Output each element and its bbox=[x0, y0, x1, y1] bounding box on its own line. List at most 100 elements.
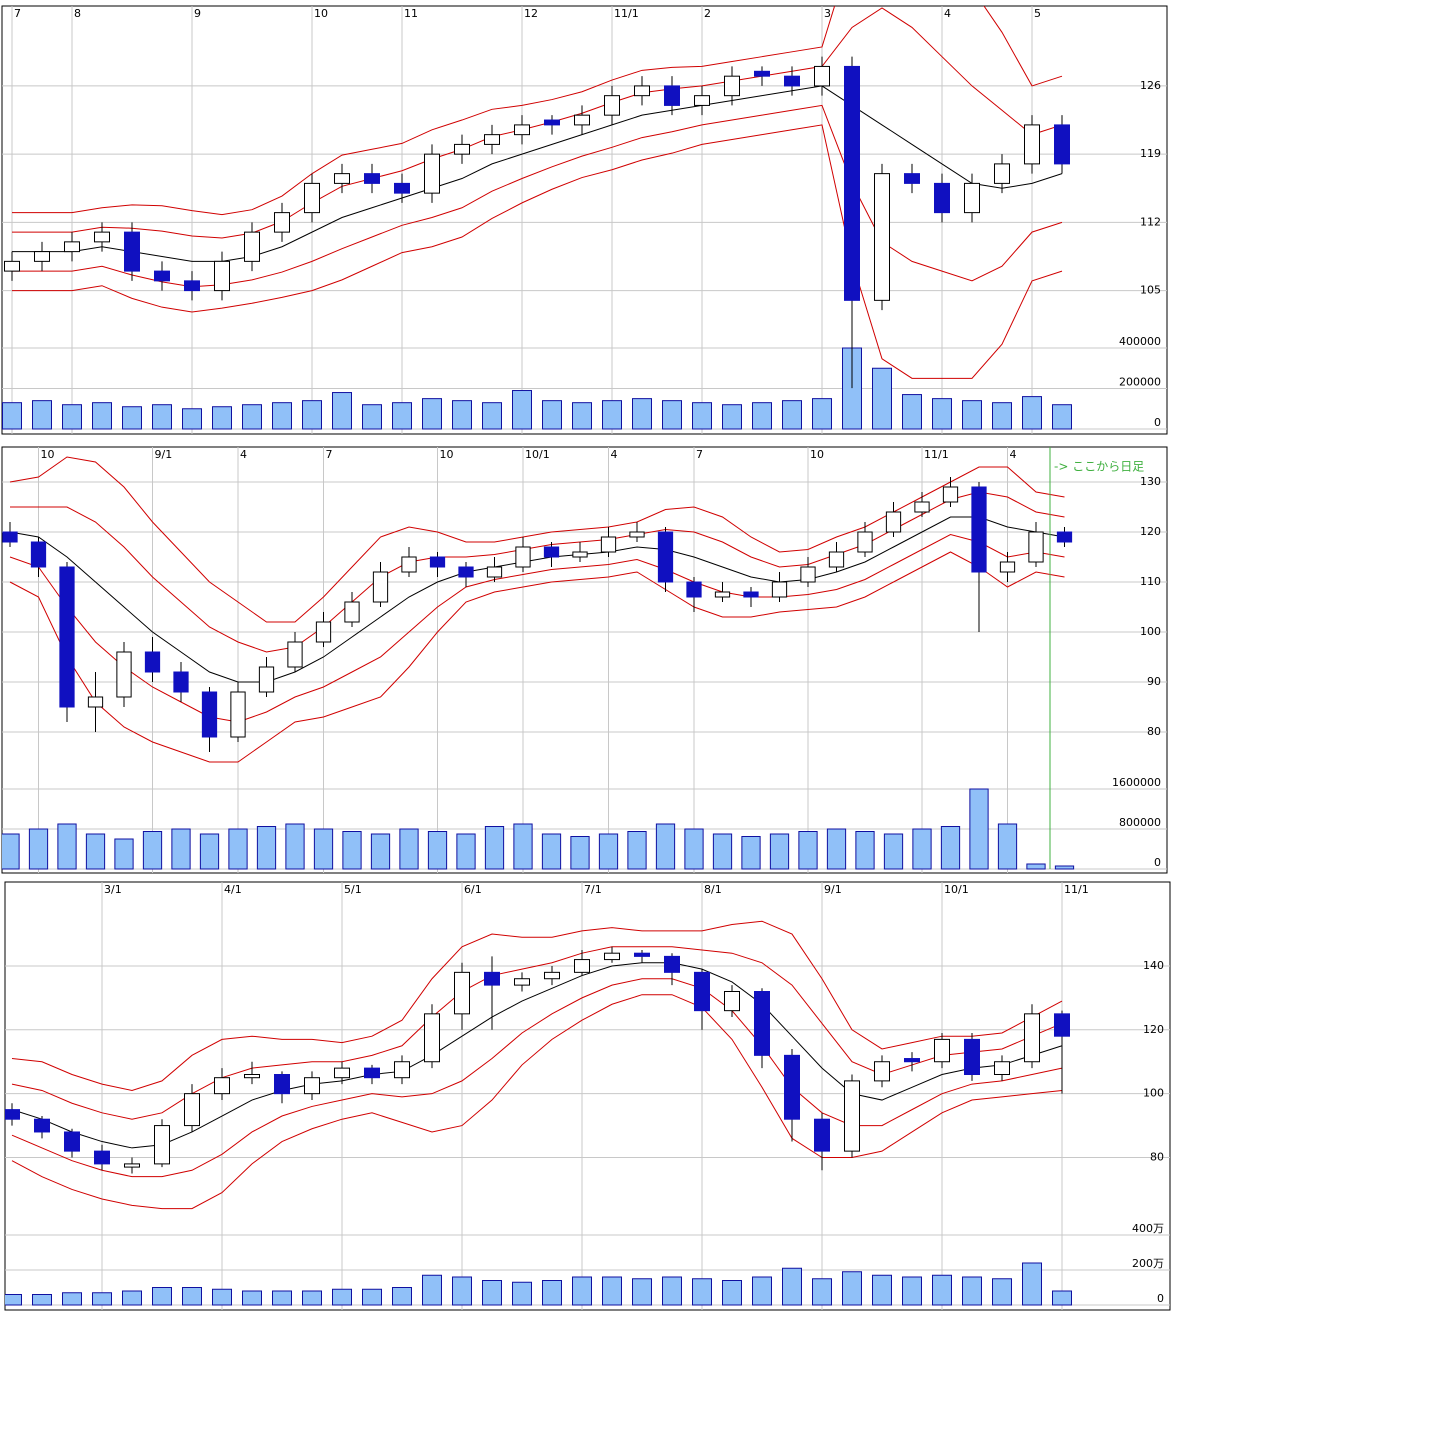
x-tick-label: 10 bbox=[41, 448, 55, 461]
volume-bar bbox=[152, 404, 172, 430]
x-tick-label: 9/1 bbox=[824, 883, 842, 896]
candle-body bbox=[1024, 124, 1040, 165]
x-tick-label: 8 bbox=[74, 7, 81, 20]
volume-bar bbox=[655, 823, 676, 870]
volume-bar bbox=[741, 836, 761, 870]
volume-bar bbox=[399, 828, 419, 870]
volume-tick-label: 400000 bbox=[1119, 335, 1161, 348]
volume-bar bbox=[242, 404, 262, 430]
volume-bar bbox=[712, 833, 733, 870]
candle-body bbox=[999, 561, 1016, 573]
candle-body bbox=[364, 173, 380, 184]
volume-bar bbox=[769, 833, 790, 870]
candle-body bbox=[514, 124, 530, 136]
plot bbox=[5, 920, 1072, 1306]
candle-body bbox=[30, 541, 47, 568]
volume-bar bbox=[1052, 404, 1072, 430]
x-tick-label: 3 bbox=[824, 7, 831, 20]
plot bbox=[2, 6, 1072, 430]
candle-body bbox=[184, 280, 200, 292]
volume-bar bbox=[872, 367, 892, 430]
volume-tick-label: 1600000 bbox=[1112, 776, 1161, 789]
volume-bar bbox=[662, 1276, 682, 1306]
volume-bar bbox=[228, 828, 248, 870]
candle-body bbox=[334, 1067, 350, 1079]
volume-bar bbox=[370, 833, 391, 870]
volume-bar bbox=[85, 833, 106, 870]
volume-tick-label: 0 bbox=[1154, 856, 1161, 869]
volume-bar bbox=[752, 402, 772, 430]
candle-body bbox=[743, 591, 759, 598]
volume-bar bbox=[242, 1290, 262, 1306]
candle-body bbox=[874, 173, 890, 301]
volume-tick-label: 200万 bbox=[1132, 1257, 1164, 1270]
y-tick-label: 100 bbox=[1143, 1087, 1164, 1100]
candle-body bbox=[664, 955, 680, 973]
volume-bar bbox=[932, 398, 952, 430]
candle-body bbox=[515, 546, 531, 568]
x-tick-label: 7 bbox=[14, 7, 21, 20]
volume-bar bbox=[602, 400, 622, 430]
candle-body bbox=[694, 971, 710, 1012]
volume-bar bbox=[5, 1294, 22, 1306]
x-tick-label: 10 bbox=[440, 448, 454, 461]
candle-body bbox=[1056, 531, 1073, 543]
x-tick-label: 10 bbox=[314, 7, 328, 20]
candle-body bbox=[657, 531, 674, 583]
candle-body bbox=[814, 1118, 830, 1152]
candle-body bbox=[604, 95, 620, 116]
candle-body bbox=[994, 1061, 1010, 1076]
candle-body bbox=[942, 486, 959, 503]
volume-bar bbox=[541, 833, 562, 870]
candle-body bbox=[629, 531, 645, 538]
volume-bar bbox=[57, 823, 77, 870]
volume-bar bbox=[572, 402, 592, 430]
candle-body bbox=[874, 1061, 890, 1082]
volume-bar bbox=[272, 1290, 292, 1306]
y-tick-label: 120 bbox=[1140, 525, 1161, 538]
volume-bar bbox=[992, 402, 1012, 430]
volume-bar bbox=[92, 402, 112, 430]
volume-bar bbox=[912, 828, 932, 870]
volume-bar bbox=[962, 1276, 982, 1306]
candle-body bbox=[994, 163, 1010, 184]
volume-bar bbox=[2, 833, 20, 870]
band-line bbox=[11, 994, 1063, 1210]
volume-bar bbox=[812, 1278, 832, 1306]
volume-bar bbox=[902, 1276, 922, 1306]
volume-bar bbox=[332, 1288, 352, 1306]
x-tick-label: 12 bbox=[524, 7, 538, 20]
volume-bar bbox=[199, 833, 220, 870]
x-tick-label: 7/1 bbox=[584, 883, 602, 896]
volume-bar bbox=[427, 831, 448, 870]
volume-bar bbox=[872, 1274, 892, 1306]
candle-body bbox=[304, 1077, 320, 1095]
volume-bar bbox=[332, 392, 352, 430]
candle-body bbox=[401, 556, 417, 573]
candle-body bbox=[5, 1109, 20, 1120]
candle-body bbox=[344, 601, 360, 623]
annotation: -> ここから日足 bbox=[1054, 460, 1144, 474]
candle-body bbox=[124, 1163, 140, 1168]
volume-bar bbox=[32, 400, 52, 430]
volume-bar bbox=[883, 833, 904, 870]
y-tick-label: 90 bbox=[1147, 675, 1161, 688]
candle-body bbox=[2, 531, 18, 543]
y-tick-label: 120 bbox=[1143, 1023, 1164, 1036]
candle-body bbox=[34, 1118, 50, 1133]
volume-bar bbox=[122, 406, 142, 430]
volume-bar bbox=[855, 831, 875, 870]
band-line bbox=[11, 962, 1063, 1149]
volume-bar bbox=[782, 400, 802, 430]
candle-body bbox=[771, 581, 788, 598]
panel-frame bbox=[1, 5, 1168, 435]
candle-body bbox=[287, 641, 303, 668]
candle-body bbox=[574, 114, 590, 126]
x-tick-label: 2 bbox=[704, 7, 711, 20]
volume-bar bbox=[482, 1280, 502, 1306]
candle-body bbox=[914, 501, 930, 513]
volume-bar bbox=[392, 1287, 412, 1306]
volume-bar bbox=[782, 1267, 802, 1306]
volume-bar bbox=[114, 838, 134, 870]
